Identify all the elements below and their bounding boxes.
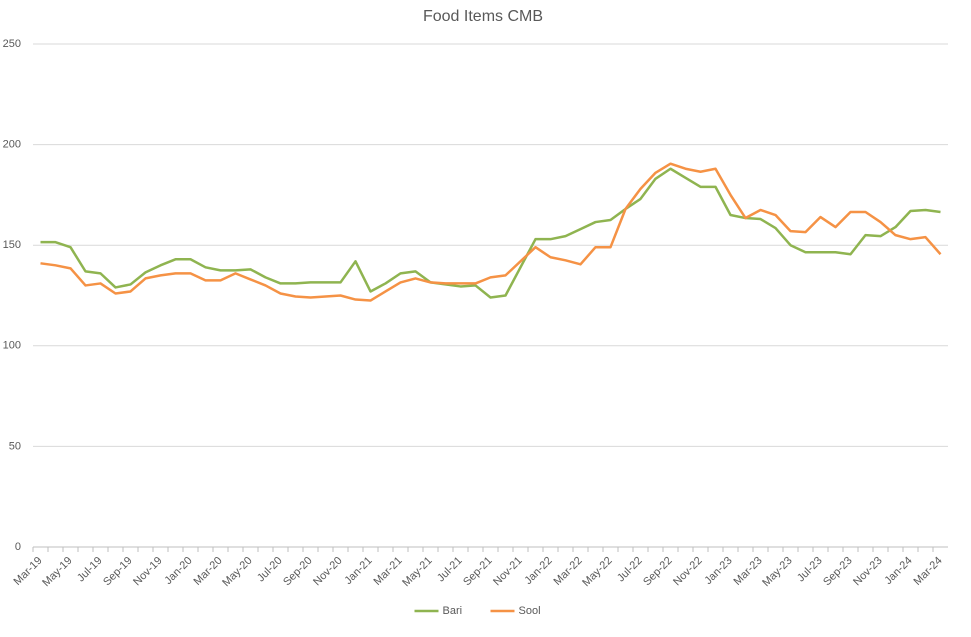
data-line (40, 167, 941, 299)
y-tick-label: 100 (3, 340, 21, 352)
y-tick-label: 200 (3, 139, 21, 151)
y-tick-label: 250 (3, 38, 21, 50)
data-line (40, 162, 942, 302)
y-tick-label: 0 (15, 541, 21, 553)
legend-label: Sool (519, 605, 541, 617)
chart-title: Food Items CMB (423, 8, 543, 25)
y-tick-label: 150 (3, 239, 21, 251)
legend-label: Bari (443, 605, 463, 617)
y-tick-label: 50 (9, 440, 21, 452)
